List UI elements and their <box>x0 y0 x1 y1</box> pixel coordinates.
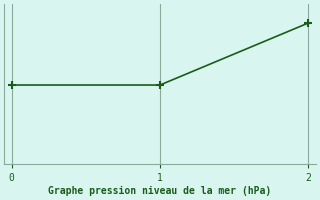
X-axis label: Graphe pression niveau de la mer (hPa): Graphe pression niveau de la mer (hPa) <box>48 186 272 196</box>
